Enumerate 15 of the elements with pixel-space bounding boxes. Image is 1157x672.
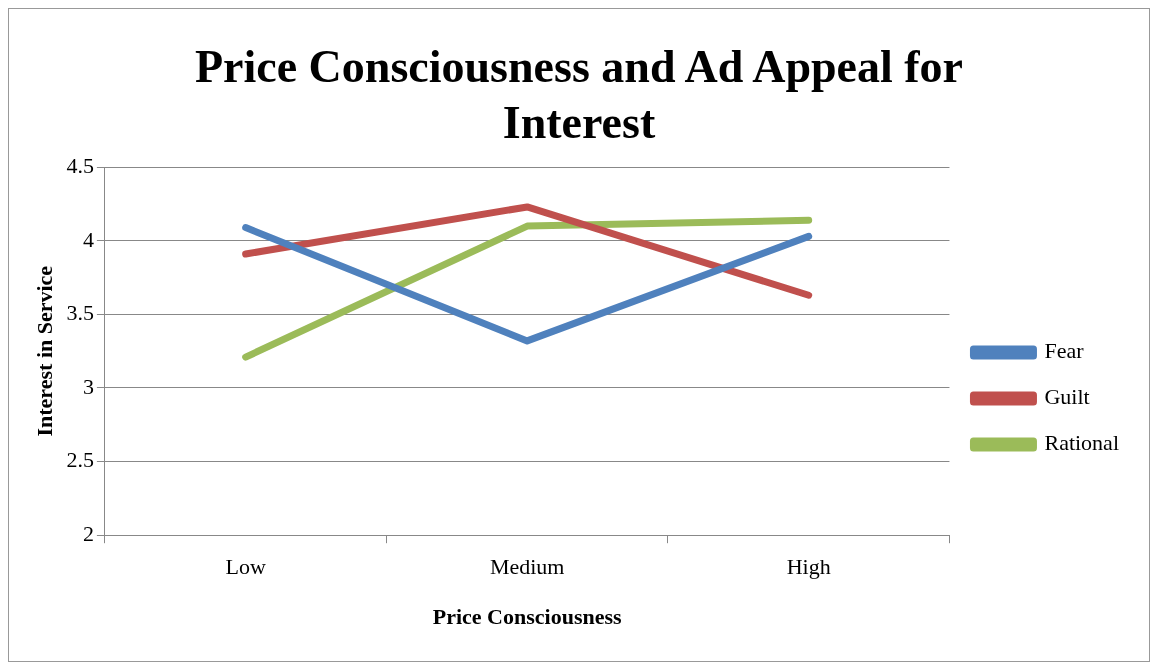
x-tick-label: Low (225, 554, 266, 580)
y-tick-label: 3.5 (66, 300, 94, 326)
x-tick-label: Medium (489, 554, 565, 580)
y-tick-label: 4 (82, 226, 94, 252)
chart-title: Price Consciousness and Ad Appeal for Interest (194, 40, 964, 150)
y-tick-label: 2.5 (66, 447, 94, 473)
legend-label: Guilt (1044, 384, 1090, 410)
legend-label: Rational (1044, 430, 1120, 456)
x-tick-label: High (786, 554, 831, 580)
y-tick-label: 4.5 (66, 152, 94, 178)
y-axis-title: Interest in Service (31, 265, 57, 437)
legend-label: Fear (1044, 338, 1085, 364)
y-tick-label: 3 (82, 373, 94, 399)
y-tick-label: 2 (82, 520, 94, 546)
x-axis-title: Price Consciousness (432, 604, 623, 630)
